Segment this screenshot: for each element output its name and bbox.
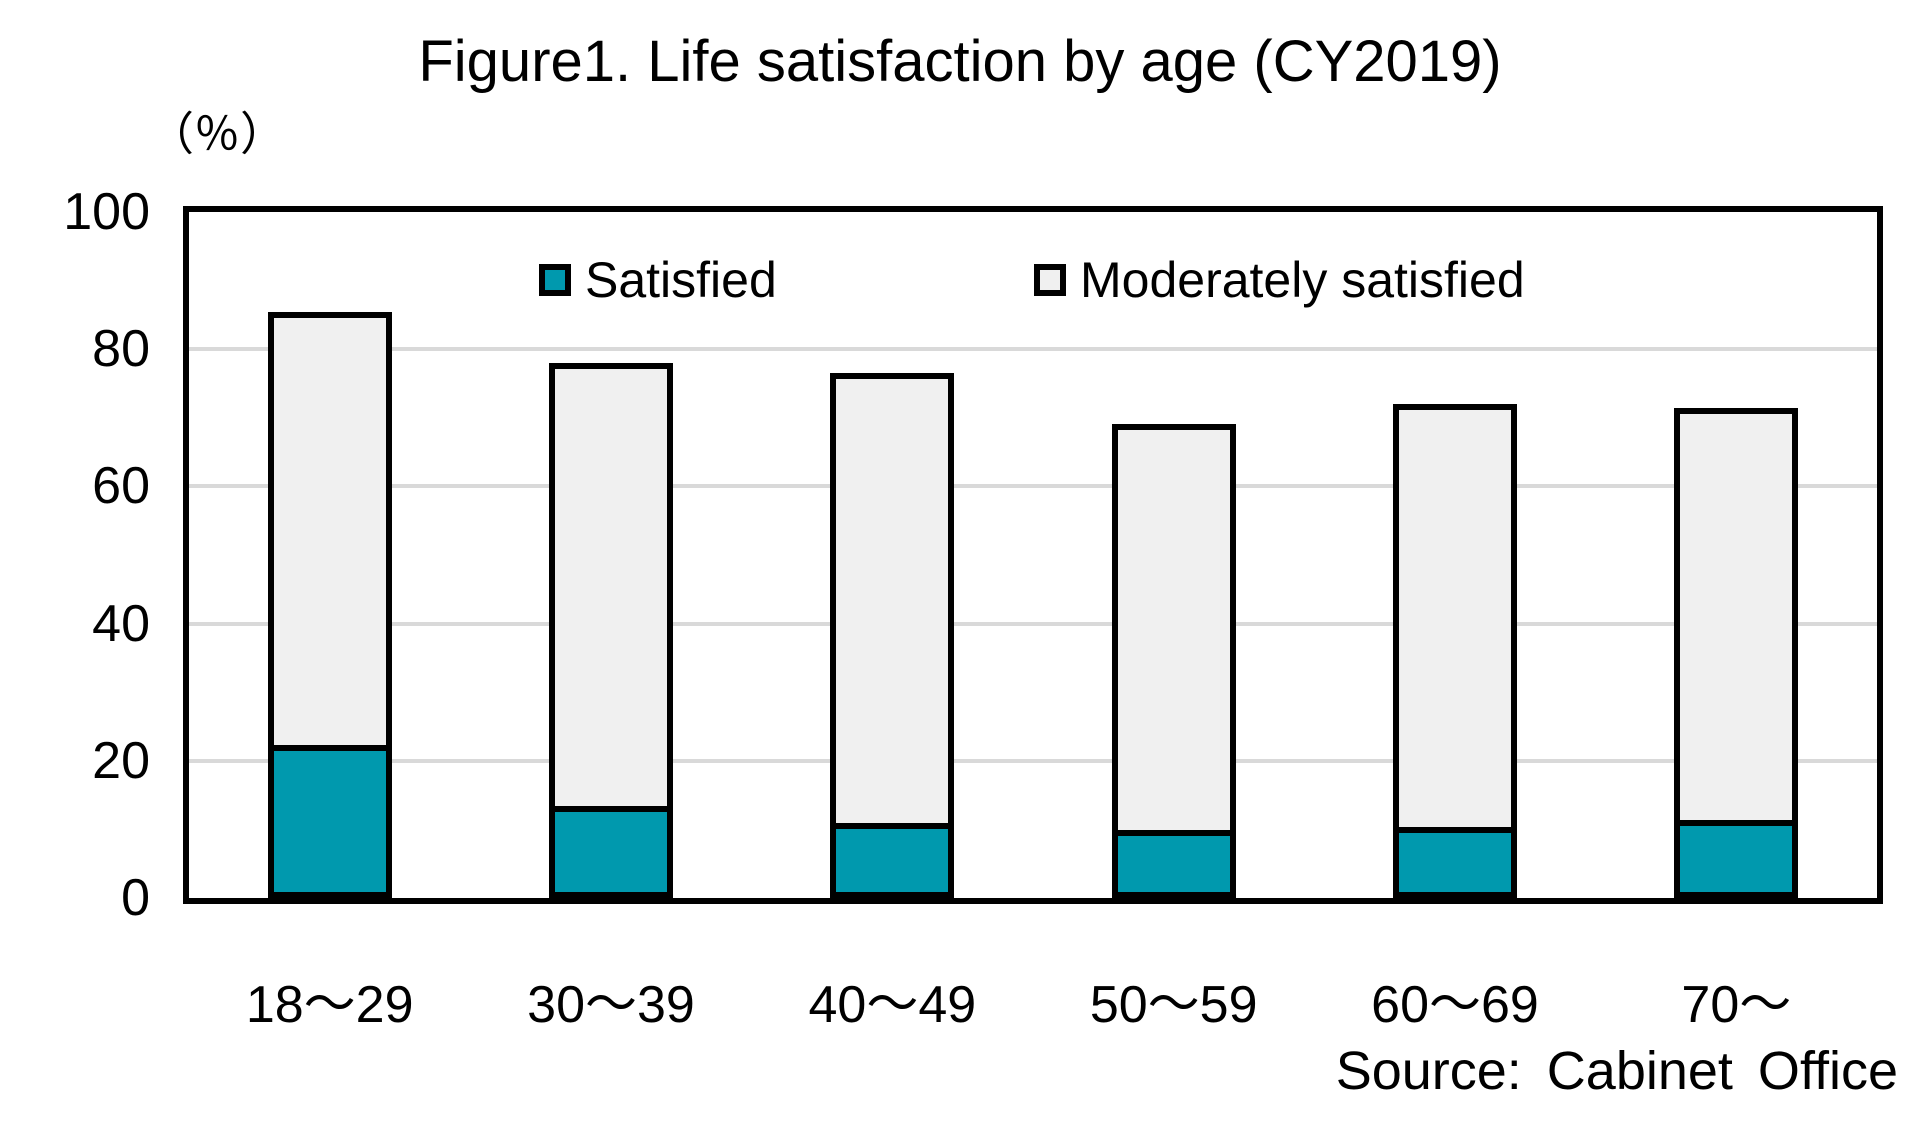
stacked-bar-30〜39: [549, 363, 673, 898]
y-tick-label-60: 60: [92, 457, 150, 516]
satisfied-segment-60〜69: [1393, 833, 1517, 898]
y-tick-label-20: 20: [92, 731, 150, 790]
x-category-label-18〜29: 18〜29: [245, 976, 414, 1034]
plot-area: Satisfied Moderately satisfied: [183, 206, 1883, 904]
stacked-bar-40〜49: [830, 373, 954, 898]
moderately-satisfied-segment-30〜39: [549, 363, 673, 812]
moderately-satisfied-legend-label: Moderately satisfied: [1080, 252, 1525, 308]
legend: Satisfied Moderately satisfied: [189, 255, 1877, 305]
moderately-satisfied-segment-60〜69: [1393, 404, 1517, 833]
x-category-label-60〜69: 60〜69: [1371, 976, 1539, 1034]
satisfied-segment-18〜29: [268, 751, 392, 898]
chart-title: Figure1. Life satisfaction by age (CY201…: [418, 29, 1502, 94]
legend-item-moderately-satisfied: Moderately satisfied: [1034, 252, 1525, 308]
satisfied-segment-30〜39: [549, 812, 673, 898]
stacked-bar-18〜29: [268, 312, 392, 898]
moderately-satisfied-segment-18〜29: [268, 312, 392, 751]
stacked-bar-50〜59: [1112, 424, 1236, 898]
y-tick-label-80: 80: [92, 320, 150, 379]
y-tick-label-40: 40: [92, 594, 150, 653]
moderately-satisfied-segment-50〜59: [1112, 424, 1236, 836]
legend-item-satisfied: Satisfied: [539, 252, 777, 308]
moderately-satisfied-segment-70〜: [1674, 408, 1798, 826]
y-axis-unit-label: （％）: [148, 108, 286, 160]
source-note: Source: Cabinet Office: [1335, 1041, 1898, 1101]
satisfied-legend-label: Satisfied: [585, 252, 777, 308]
x-category-label-50〜59: 50〜59: [1089, 976, 1258, 1034]
gridline-60: [189, 484, 1877, 489]
gridline-80: [189, 347, 1877, 352]
x-category-label-30〜39: 30〜39: [527, 976, 695, 1034]
gridline-40: [189, 621, 1877, 626]
x-category-label-40〜49: 40〜49: [808, 976, 977, 1034]
moderately-satisfied-legend-swatch: [1034, 264, 1066, 296]
gridline-20: [189, 758, 1877, 763]
y-tick-label-0: 0: [121, 869, 150, 927]
satisfied-segment-70〜: [1674, 826, 1798, 898]
moderately-satisfied-segment-40〜49: [830, 373, 954, 829]
stacked-bar-70〜: [1674, 408, 1798, 898]
x-category-label-70〜: 70〜: [1681, 976, 1792, 1034]
satisfied-legend-swatch: [539, 264, 571, 296]
satisfied-segment-50〜59: [1112, 836, 1236, 898]
satisfied-segment-40〜49: [830, 829, 954, 898]
stacked-bar-60〜69: [1393, 404, 1517, 898]
y-tick-label-100: 100: [63, 183, 150, 241]
